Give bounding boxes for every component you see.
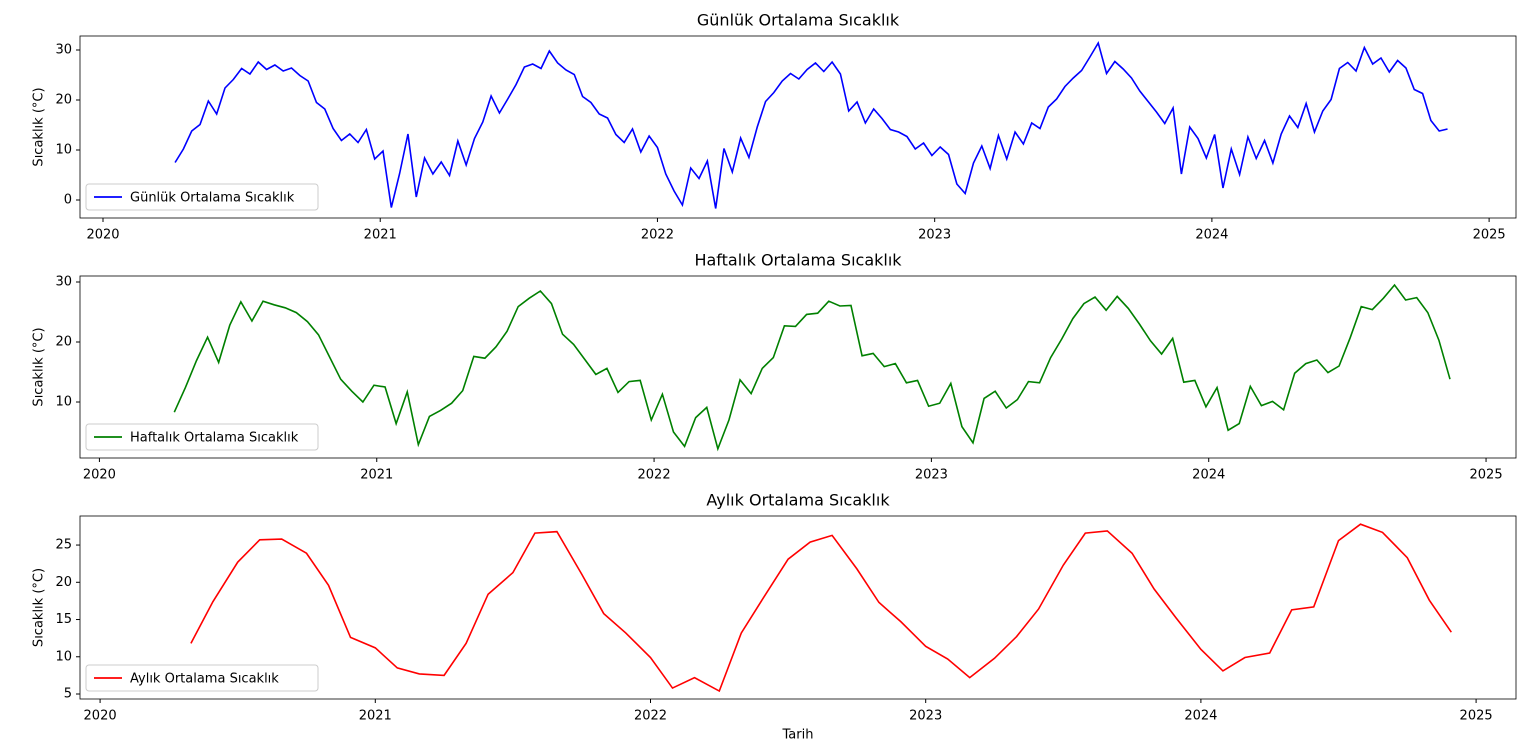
x-tick-label: 2025	[1470, 468, 1503, 483]
x-tick-label: 2022	[638, 468, 671, 483]
x-tick-label: 2024	[1184, 709, 1217, 724]
x-tick-label: 2024	[1195, 228, 1228, 243]
legend-box	[85, 183, 319, 211]
x-tick-label: 2020	[86, 228, 119, 243]
data-line	[190, 523, 1452, 693]
x-tick-label: 2020	[83, 468, 116, 483]
x-tick-label: 2023	[909, 709, 942, 724]
x-tick-label: 2021	[359, 709, 392, 724]
y-tick-label: 20	[55, 575, 72, 590]
y-tick-label: 30	[55, 43, 72, 58]
legend-label: Haftalık Ortalama Sıcaklık	[130, 431, 299, 446]
x-tick-label: 2024	[1192, 468, 1225, 483]
x-tick-label: 2022	[634, 709, 667, 724]
x-tick-label: 2020	[84, 709, 117, 724]
y-tick-label: 10	[55, 395, 72, 410]
y-tick-label: 10	[55, 143, 72, 158]
y-tick-label: 15	[55, 612, 72, 627]
y-tick-label: 5	[64, 687, 72, 702]
x-tick-label: 2025	[1473, 228, 1506, 243]
y-axis-label: Sıcaklık (°C)	[32, 568, 47, 647]
chart-title: Günlük Ortalama Sıcaklık	[697, 11, 900, 30]
y-tick-label: 20	[55, 93, 72, 108]
x-tick-label: 2023	[915, 468, 948, 483]
legend-label: Aylık Ortalama Sıcaklık	[130, 672, 279, 687]
x-tick-label: 2022	[641, 228, 674, 243]
x-tick-label: 2021	[360, 468, 393, 483]
y-axis-label: Sıcaklık (°C)	[32, 87, 47, 166]
legend-label: Günlük Ortalama Sıcaklık	[130, 191, 295, 206]
y-tick-label: 10	[55, 649, 72, 664]
legend-box	[85, 423, 319, 451]
x-axis-label: Tarih	[782, 728, 814, 743]
y-tick-label: 25	[55, 538, 72, 553]
y-tick-label: 0	[64, 193, 72, 208]
data-line	[174, 40, 1448, 209]
axes-frame	[79, 35, 1517, 219]
axes-frame	[79, 515, 1517, 700]
data-line	[173, 283, 1451, 452]
y-axis-label: Sıcaklık (°C)	[32, 327, 47, 406]
x-tick-label: 2025	[1460, 709, 1493, 724]
legend-box	[85, 664, 319, 692]
chart-title: Aylık Ortalama Sıcaklık	[706, 491, 890, 510]
chart-title: Haftalık Ortalama Sıcaklık	[694, 251, 902, 270]
y-tick-label: 20	[55, 335, 72, 350]
axes-frame	[79, 275, 1517, 459]
y-tick-label: 30	[55, 275, 72, 290]
x-tick-label: 2023	[918, 228, 951, 243]
x-tick-label: 2021	[364, 228, 397, 243]
